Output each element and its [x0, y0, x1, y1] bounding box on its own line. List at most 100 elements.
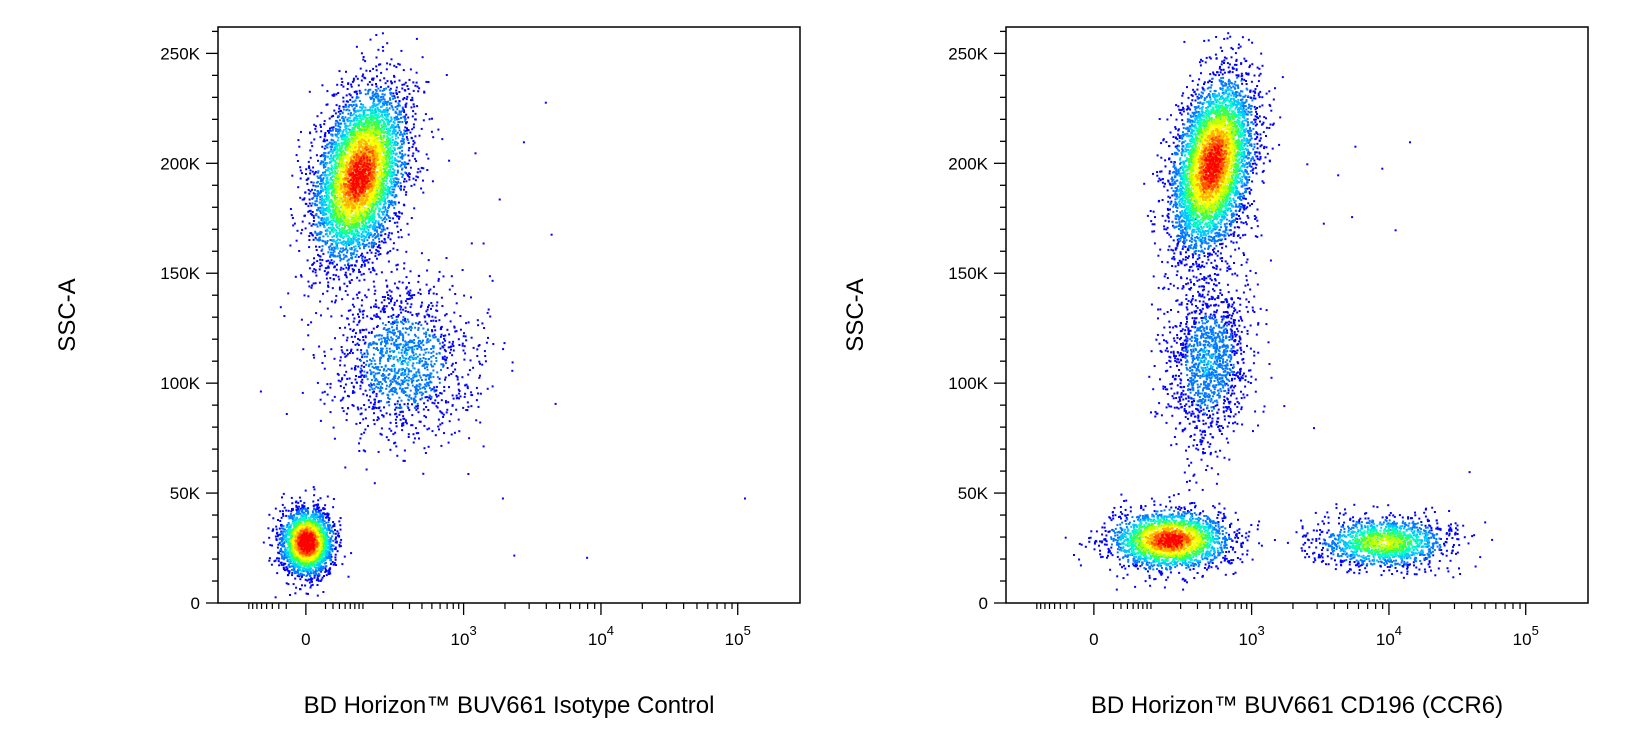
scatter-point: [374, 407, 376, 409]
scatter-point: [272, 517, 274, 519]
scatter-point: [426, 270, 428, 272]
scatter-point: [335, 533, 337, 535]
scatter-point: [449, 420, 451, 422]
scatter-point: [422, 393, 424, 395]
scatter-point: [402, 388, 404, 390]
scatter-point: [307, 205, 309, 207]
scatter-point: [361, 370, 363, 372]
scatter-point: [379, 352, 381, 354]
scatter-point: [373, 375, 375, 377]
scatter-point: [410, 312, 412, 314]
scatter-point: [343, 101, 345, 103]
scatter-point: [383, 406, 385, 408]
scatter-point: [306, 183, 308, 185]
scatter-point: [451, 354, 453, 356]
scatter-point: [326, 278, 328, 280]
scatter-point: [313, 486, 315, 488]
scatter-point: [323, 123, 325, 125]
scatter-point: [459, 390, 461, 392]
scatter-point: [338, 532, 340, 534]
scatter-point: [454, 293, 456, 295]
scatter-point: [321, 84, 323, 86]
scatter-point: [337, 550, 339, 552]
scatter-point: [335, 242, 337, 244]
scatter-point: [437, 376, 439, 378]
scatter-point: [408, 334, 410, 336]
scatter-point: [375, 299, 377, 301]
scatter-point: [318, 510, 320, 512]
scatter-point: [426, 342, 428, 344]
scatter-point: [440, 328, 442, 330]
scatter-point: [416, 388, 418, 390]
scatter-point: [423, 364, 425, 366]
scatter-point: [377, 93, 379, 95]
scatter-point: [379, 318, 381, 320]
scatter-point: [362, 418, 364, 420]
scatter-point: [408, 377, 410, 379]
scatter-point: [391, 350, 393, 352]
scatter-point: [313, 192, 315, 194]
scatter-point: [373, 328, 375, 330]
scatter-point: [361, 107, 363, 109]
scatter-point: [412, 380, 414, 382]
scatter-point: [310, 181, 312, 183]
scatter-point: [382, 105, 384, 107]
scatter-point: [375, 236, 377, 238]
scatter-point: [455, 409, 457, 411]
scatter-point: [452, 341, 454, 343]
scatter-point: [365, 409, 367, 411]
scatter-point: [345, 136, 347, 138]
scatter-point: [399, 359, 401, 361]
scatter-point: [404, 403, 406, 405]
scatter-point: [408, 294, 410, 296]
scatter-point: [401, 138, 403, 140]
scatter-point: [411, 185, 413, 187]
scatter-point: [373, 403, 375, 405]
scatter-point: [389, 428, 391, 430]
scatter-point: [417, 168, 419, 170]
scatter-point: [353, 119, 355, 121]
scatter-point: [377, 96, 379, 98]
scatter-point: [418, 386, 420, 388]
scatter-point: [440, 363, 442, 365]
scatter-point: [319, 301, 321, 303]
scatter-point: [315, 131, 317, 133]
scatter-point: [423, 354, 425, 356]
scatter-point: [300, 500, 302, 502]
scatter-point: [413, 123, 415, 125]
scatter-point: [393, 181, 395, 183]
scatter-point: [369, 385, 371, 387]
scatter-point: [406, 379, 408, 381]
scatter-point: [398, 104, 400, 106]
scatter-point: [420, 377, 422, 379]
scatter-point: [361, 257, 363, 259]
scatter-point: [399, 330, 401, 332]
scatter-point: [320, 191, 322, 193]
scatter-point: [424, 321, 426, 323]
scatter-point: [392, 186, 394, 188]
scatter-point: [387, 294, 389, 296]
scatter-point: [410, 167, 412, 169]
scatter-point: [342, 97, 344, 99]
scatter-point: [328, 521, 330, 523]
scatter-point: [292, 509, 294, 511]
scatter-point: [395, 106, 397, 108]
scatter-point: [408, 361, 410, 363]
scatter-point: [324, 204, 326, 206]
scatter-point: [322, 508, 324, 510]
scatter-point: [479, 375, 481, 377]
scatter-point: [331, 213, 333, 215]
scatter-point: [457, 379, 459, 381]
scatter-point: [356, 116, 358, 118]
scatter-point: [417, 356, 419, 358]
scatter-point: [315, 271, 317, 273]
scatter-point: [333, 235, 335, 237]
scatter-point: [479, 363, 481, 365]
scatter-point: [421, 349, 423, 351]
scatter-point: [468, 437, 470, 439]
scatter-point: [404, 372, 406, 374]
scatter-point: [391, 317, 393, 319]
scatter-point: [398, 202, 400, 204]
scatter-point: [317, 584, 319, 586]
scatter-point: [414, 135, 416, 137]
